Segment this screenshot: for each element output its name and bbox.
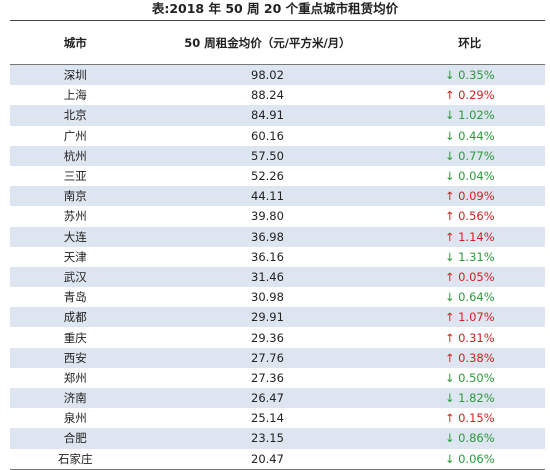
city: 广州 (63, 128, 87, 143)
table-row: 青岛 30.98 ↓ 0.64% (10, 287, 545, 307)
avg-rent: 84.91 (140, 105, 395, 126)
change: ↑ 0.15% (444, 411, 495, 426)
change: ↑ 0.31% (444, 330, 495, 345)
city: 西安 (10, 347, 141, 368)
avg-rent: 23.15 (140, 428, 395, 449)
change: ↓ 0.64% (444, 290, 495, 305)
table-row: 成都 29.91 ↑ 1.07% (10, 307, 545, 328)
change: ↑ 1.07% (394, 307, 545, 328)
change: ↓ 1.82% (394, 388, 545, 409)
change: ↑ 0.56% (444, 209, 495, 224)
table-title: 表:2018 年 50 周 20 个重点城市租赁均价 (151, 1, 399, 16)
city: 石家庄 (10, 448, 141, 470)
avg-rent: 29.91 (140, 307, 395, 328)
table-row: 西安 27.76 ↑ 0.38% (10, 347, 545, 368)
column-header: 50 周租金均价（元/平方米/月） (140, 20, 395, 65)
city: 济南 (10, 388, 141, 409)
change: ↓ 0.35% (394, 64, 545, 86)
table-row: 广州 60.16 ↓ 0.44% (10, 126, 545, 146)
avg-rent: 98.02 (140, 64, 395, 86)
table-row: 济南 26.47 ↓ 1.82% (10, 388, 545, 409)
city: 武汉 (10, 266, 141, 288)
city: 郑州 (63, 370, 87, 385)
change: ↓ 1.31% (444, 249, 495, 264)
avg-rent: 25.14 (251, 411, 284, 426)
table-row: 郑州 27.36 ↓ 0.50% (10, 368, 545, 388)
city: 北京 (10, 105, 141, 126)
avg-rent: 20.47 (140, 448, 395, 470)
table-row: 武汉 31.46 ↑ 0.05% (10, 266, 545, 288)
table-body: 深圳 98.02 ↓ 0.35% 上海 88.24 ↑ 0.29% 北京 84.91 ↓ 1.0… (10, 64, 545, 470)
avg-rent: 26.47 (140, 388, 395, 409)
city: 合肥 (10, 428, 141, 449)
avg-rent: 52.26 (251, 169, 284, 184)
avg-rent: 57.50 (140, 145, 395, 166)
city: 青岛 (63, 290, 87, 305)
table-row: 三亚 52.26 ↓ 0.04% (10, 166, 545, 186)
avg-rent: 44.11 (140, 186, 395, 207)
city: 三亚 (63, 169, 87, 184)
change: ↓ 0.06% (394, 448, 545, 470)
change: ↑ 1.14% (394, 226, 545, 247)
avg-rent: 36.16 (251, 249, 284, 264)
avg-rent: 36.98 (140, 226, 395, 247)
change: ↑ 0.09% (394, 186, 545, 207)
city: 苏州 (63, 209, 87, 224)
change: ↓ 1.02% (394, 105, 545, 126)
avg-rent: 60.16 (251, 128, 284, 143)
table-row: 重庆 29.36 ↑ 0.31% (10, 327, 545, 347)
change: ↑ 0.38% (394, 347, 545, 368)
table-row: 南京 44.11 ↑ 0.09% (10, 186, 545, 207)
change: ↑ 0.05% (394, 266, 545, 288)
table-row: 大连 36.98 ↑ 1.14% (10, 226, 545, 247)
city: 上海 (63, 88, 87, 103)
city: 南京 (10, 186, 141, 207)
avg-rent: 31.46 (140, 266, 395, 288)
avg-rent: 39.80 (251, 209, 284, 224)
city: 重庆 (63, 330, 87, 345)
city: 泉州 (63, 411, 87, 426)
table-row: 上海 88.24 ↑ 0.29% (10, 85, 545, 105)
table-row: 苏州 39.80 ↑ 0.56% (10, 206, 545, 226)
city: 大连 (10, 226, 141, 247)
change: ↓ 0.50% (444, 370, 495, 385)
table-row: 合肥 23.15 ↓ 0.86% (10, 428, 545, 449)
table-row: 石家庄 20.47 ↓ 0.06% (10, 448, 545, 470)
column-header: 城市 (10, 20, 141, 65)
table-row: 天津 36.16 ↓ 1.31% (10, 247, 545, 267)
change: ↓ 0.04% (444, 169, 495, 184)
table-row: 深圳 98.02 ↓ 0.35% (10, 64, 545, 86)
column-header: 环比 (394, 20, 545, 65)
avg-rent: 88.24 (251, 88, 284, 103)
avg-rent: 29.36 (251, 330, 284, 345)
city: 天津 (63, 249, 87, 264)
table-row: 杭州 57.50 ↓ 0.77% (10, 145, 545, 166)
change: ↓ 0.86% (394, 428, 545, 449)
city: 深圳 (10, 64, 141, 86)
change: ↓ 0.77% (394, 145, 545, 166)
header-row: 城市 50 周租金均价（元/平方米/月） 环比 (10, 20, 545, 65)
change: ↑ 0.29% (444, 88, 495, 103)
table-row: 泉州 25.14 ↑ 0.15% (10, 408, 545, 428)
table-row: 北京 84.91 ↓ 1.02% (10, 105, 545, 126)
city: 成都 (10, 307, 141, 328)
avg-rent: 30.98 (251, 290, 284, 305)
rent-table: 城市 50 周租金均价（元/平方米/月） 环比 深圳 98.02 ↓ 0.35% 上海 88… (10, 20, 545, 470)
change: ↓ 0.44% (444, 128, 495, 143)
city: 杭州 (10, 145, 141, 166)
avg-rent: 27.76 (140, 347, 395, 368)
avg-rent: 27.36 (251, 370, 284, 385)
